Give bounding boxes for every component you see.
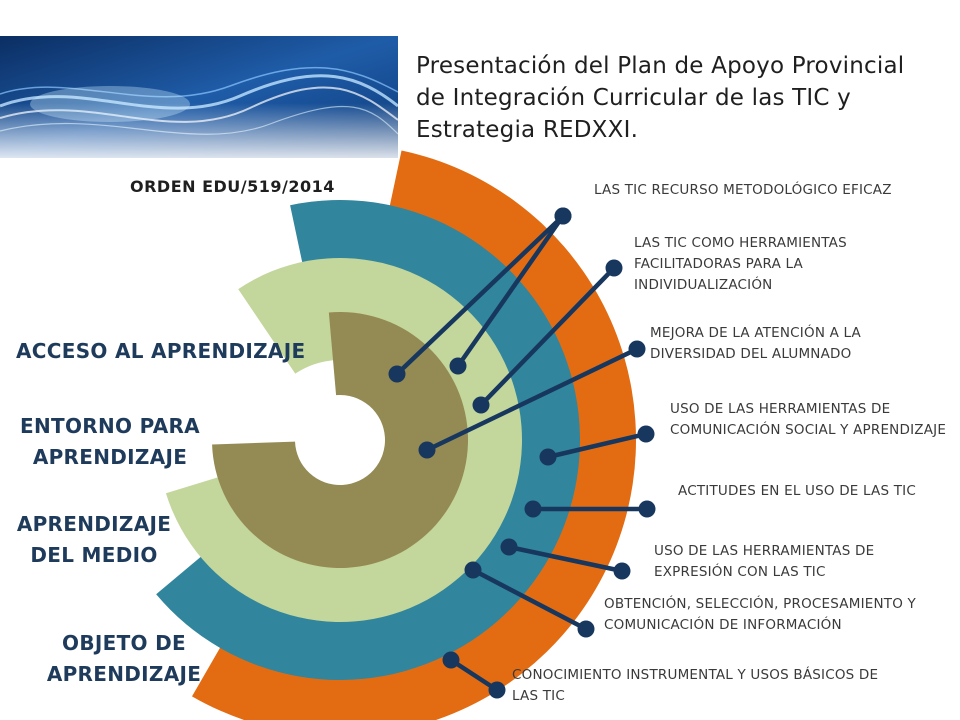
blue-wave-banner xyxy=(0,36,398,158)
connector-informacion-end-dot xyxy=(577,620,595,638)
connector-expresion-line xyxy=(506,544,625,574)
order-reference: ORDEN EDU/519/2014 xyxy=(130,177,335,196)
item-label-expresion: USO DE LAS HERRAMIENTAS DE EXPRESIÓN CON… xyxy=(654,543,875,580)
connector-informacion-start-dot xyxy=(464,561,482,579)
ring-label-acceso: ACCESO AL APRENDIZAJE xyxy=(16,339,306,363)
connector-individualizacion-start-dot xyxy=(472,396,490,414)
item-label-comunicacion-social: USO DE LAS HERRAMIENTAS DE COMUNICACIÓN … xyxy=(670,401,947,438)
item-label-informacion: OBTENCIÓN, SELECCIÓN, PROCESAMIENTO Y CO… xyxy=(604,596,916,633)
connector-recurso-b-line xyxy=(455,213,566,369)
connector-instrumental-line xyxy=(448,657,500,693)
ring-label-entorno: ENTORNO PARA APRENDIZAJE xyxy=(20,414,200,469)
connector-recurso-b-end-dot xyxy=(554,207,572,225)
connector-comunicacion-social-end-dot xyxy=(637,425,655,443)
ring-label-medio: APRENDIZAJE DEL MEDIO xyxy=(16,512,172,567)
connector-comunicacion-social-line xyxy=(545,431,649,460)
connector-diversidad-start-dot xyxy=(418,441,436,459)
connector-instrumental-end-dot xyxy=(488,681,506,699)
connector-actitudes-end-dot xyxy=(638,500,656,518)
item-label-actitudes: ACTITUDES EN EL USO DE LAS TIC xyxy=(678,483,916,499)
connector-individualizacion-end-dot xyxy=(605,259,623,277)
item-label-individualizacion: LAS TIC COMO HERRAMIENTAS FACILITADORAS … xyxy=(634,235,847,293)
connector-expresion-end-dot xyxy=(613,562,631,580)
page-title: Presentación del Plan de Apoyo Provincia… xyxy=(416,53,905,143)
connector-diversidad-end-dot xyxy=(628,340,646,358)
connector-recurso-a-line xyxy=(394,213,566,377)
connector-recurso-a-start-dot xyxy=(388,365,406,383)
connector-diversidad-line xyxy=(424,346,640,453)
item-label-recurso: LAS TIC RECURSO METODOLÓGICO EFICAZ xyxy=(594,182,892,198)
ring-label-objeto: OBJETO DE APRENDIZAJE xyxy=(46,631,202,686)
connector-expresion-start-dot xyxy=(500,538,518,556)
item-label-instrumental: CONOCIMIENTO INSTRUMENTAL Y USOS BÁSICOS… xyxy=(512,667,879,704)
connector-recurso-b-start-dot xyxy=(449,357,467,375)
connector-instrumental-start-dot xyxy=(442,651,460,669)
connector-actitudes-start-dot xyxy=(524,500,542,518)
connector-informacion-line xyxy=(470,567,589,632)
connector-individualizacion-line xyxy=(478,265,617,408)
connector-comunicacion-social-start-dot xyxy=(539,448,557,466)
item-label-diversidad: MEJORA DE LA ATENCIÓN A LA DIVERSIDAD DE… xyxy=(650,325,861,362)
